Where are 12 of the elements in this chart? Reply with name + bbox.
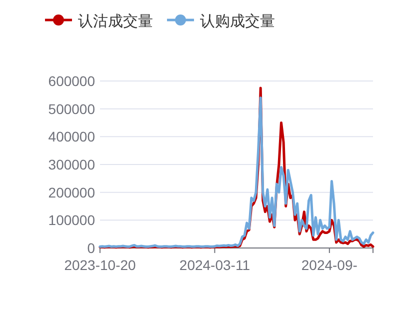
x-tick-label: 2024-09- [301, 257, 358, 273]
x-tick-label: 2023-10-20 [64, 257, 136, 273]
y-tick-label: 300000 [48, 156, 96, 172]
y-tick-label: 400000 [48, 128, 96, 145]
legend-label: 认沽成交量 [78, 13, 153, 30]
y-tick-label: 600000 [48, 73, 96, 89]
y-tick-label: 200000 [48, 184, 96, 200]
y-tick-label: 100000 [48, 212, 96, 228]
x-tick-label: 2024-03-11 [179, 257, 250, 273]
y-tick-label: 500000 [48, 100, 96, 117]
y-tick-label: 0 [87, 240, 96, 256]
legend-label: 认购成交量 [200, 13, 275, 30]
